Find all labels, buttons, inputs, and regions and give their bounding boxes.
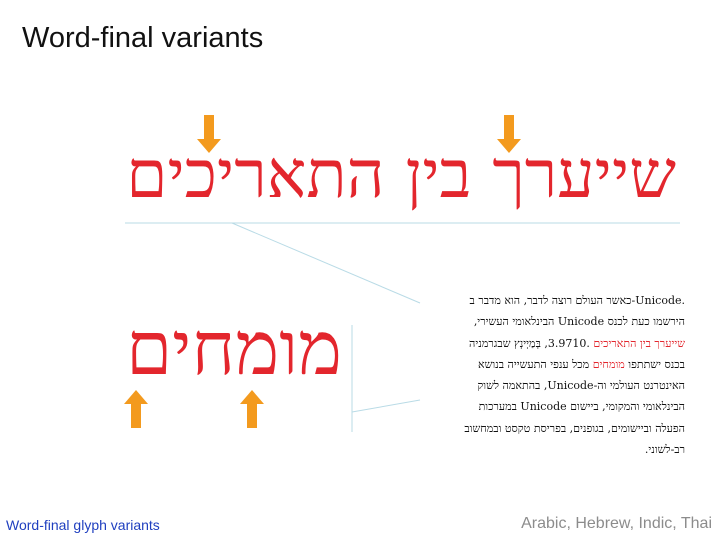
paragraph-line: רב-לשוני.	[644, 443, 685, 457]
paragraph-line: הירשמו כעת לכנס Unicode הבינלאומי העשירי…	[473, 315, 685, 329]
paragraph-line: הפעלה וביישומים, בגופנים, בפריסת טקסט וב…	[464, 421, 685, 435]
down-arrow-icon	[197, 115, 221, 153]
footer-caption: Word-final glyph variants	[6, 517, 160, 533]
highlighted-word: מומחים	[592, 357, 625, 371]
paragraph-text: .3.9710, בְּמַיְינְץ שבגרמניה	[469, 336, 594, 350]
up-arrow-icon	[124, 390, 148, 428]
paragraph-line: בכנס ישתתפו מומחים מכל ענפי התעשייה בנוש…	[400, 354, 685, 375]
paragraph-line: הבינלאומי והמקומי, ביישום Unicode במערכו…	[478, 400, 685, 414]
hebrew-word-bottom: מומחים	[125, 306, 342, 392]
paragraph-line: .Unicode-כאשר העולם רוצה לדבר, הוא מדבר …	[469, 294, 685, 307]
hebrew-phrase-top: שייערך בין התאריכים	[126, 136, 676, 213]
paragraph-text: מכל ענפי התעשייה בנושא	[477, 357, 593, 371]
paragraph-text: בכנס ישתתפו	[624, 357, 685, 371]
down-arrow-icon	[497, 115, 521, 153]
slide-title: Word-final variants	[22, 22, 264, 54]
paragraph-line: האינטרנט העולמי וה-Unicode, בהתאמה לשוק	[477, 379, 685, 393]
footer-topic: Arabic, Hebrew, Indic, Thai	[521, 515, 712, 532]
highlighted-phrase: שייערך בין התאריכים	[593, 336, 685, 350]
up-arrow-icon	[240, 390, 264, 428]
hebrew-paragraph: .Unicode-כאשר העולם רוצה לדבר, הוא מדבר …	[400, 290, 685, 460]
paragraph-line: שייערך בין התאריכים .3.9710, בְּמַיְינְץ…	[400, 333, 685, 354]
